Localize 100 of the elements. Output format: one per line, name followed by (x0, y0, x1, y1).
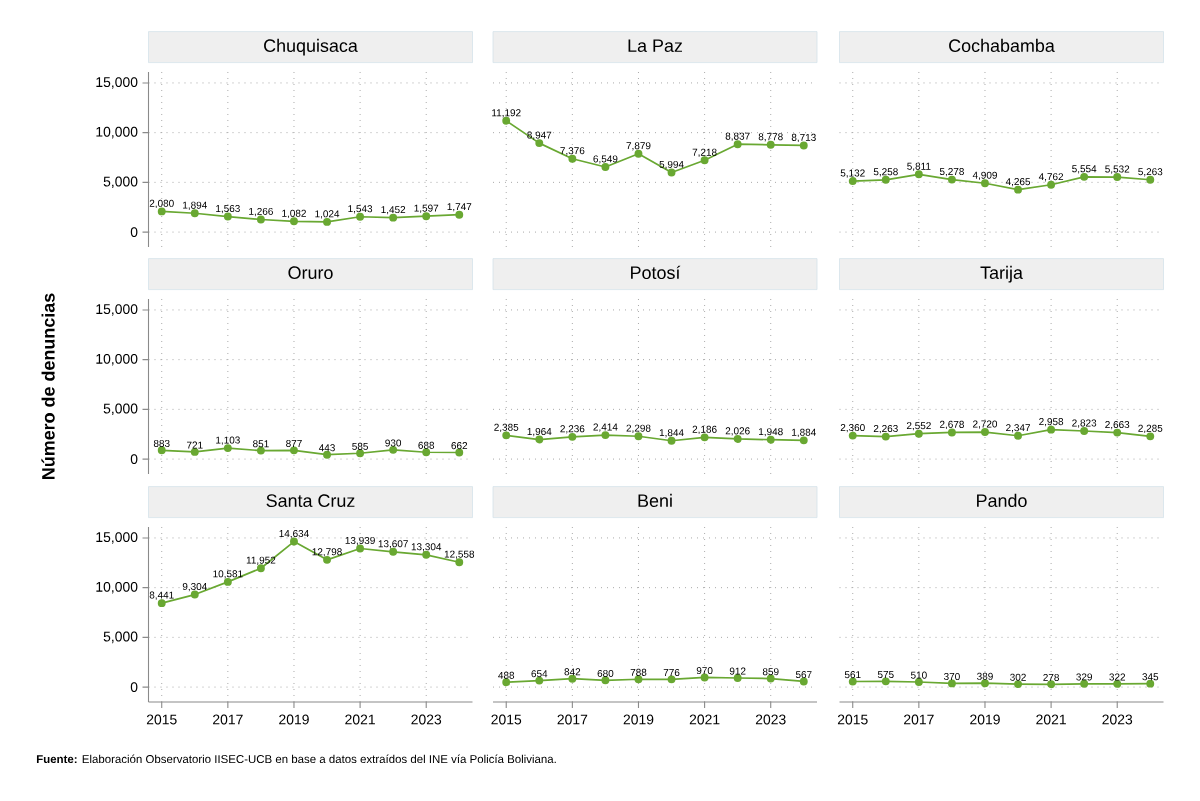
data-label: 1,948 (759, 428, 783, 437)
y-tick-label: 0 (130, 682, 138, 693)
data-label: 4,265 (1005, 178, 1031, 187)
data-label: 4,909 (972, 171, 997, 180)
x-tick-label: 2021 (689, 714, 720, 725)
data-label: 788 (630, 668, 647, 676)
x-tick-label: 2015 (146, 714, 177, 725)
y-tick-label: 5,000 (103, 631, 138, 644)
x-tick-label: 2019 (623, 714, 654, 725)
x-tick-label: 2017 (557, 714, 588, 725)
data-label: 10,581 (213, 570, 243, 579)
data-label: 5,811 (907, 162, 931, 171)
data-label: 859 (762, 668, 779, 676)
chart-title: Tarija (980, 265, 1023, 283)
data-label: 1,082 (282, 209, 306, 218)
data-label: 1,747 (447, 203, 472, 212)
data-label: 721 (186, 441, 203, 449)
chart-title: Cochabamba (949, 38, 1055, 53)
data-label: 575 (877, 671, 894, 679)
y-tick-label: 0 (130, 227, 138, 238)
y-axis-title: Número de denuncias (41, 293, 55, 479)
data-label: 2,186 (692, 425, 717, 434)
data-label: 14,634 (279, 530, 309, 539)
data-label: 5,278 (939, 168, 964, 177)
data-label: 2,414 (593, 423, 618, 432)
data-label: 2,263 (873, 425, 898, 434)
data-label: 2,347 (1006, 424, 1031, 433)
data-label: 443 (318, 444, 335, 452)
x-tick-label: 2015 (837, 714, 868, 725)
data-label: 2,385 (494, 423, 519, 433)
data-label: 2,958 (1039, 418, 1064, 427)
data-label: 680 (597, 669, 614, 677)
data-label: 329 (1076, 673, 1093, 681)
x-tick-label: 2021 (345, 714, 375, 725)
x-tick-label: 2021 (1036, 714, 1066, 725)
data-label: 13,939 (345, 536, 375, 546)
data-label: 5,132 (840, 169, 865, 178)
data-label: 8,713 (791, 133, 816, 143)
data-label: 5,532 (1105, 165, 1130, 174)
data-label: 561 (844, 671, 861, 679)
data-label: 1,597 (414, 204, 439, 213)
data-label: 2,360 (840, 424, 865, 433)
data-label: 2,298 (626, 424, 651, 433)
data-label: 2,080 (149, 199, 174, 209)
y-tick-label: 0 (130, 454, 138, 465)
data-label: 1,884 (792, 428, 816, 437)
data-label: 4,762 (1038, 173, 1064, 182)
y-tick-label: 10,000 (96, 126, 138, 139)
data-label: 278 (1043, 673, 1059, 681)
x-tick-label: 2023 (1102, 714, 1133, 725)
data-label: 776 (663, 668, 680, 677)
data-label: 8,837 (725, 132, 750, 141)
data-label: 322 (1109, 673, 1126, 681)
data-label: 2,678 (939, 420, 964, 430)
chart-title: Santa Cruz (266, 494, 355, 508)
x-tick-label: 2023 (755, 714, 786, 725)
data-label: 7,376 (560, 147, 585, 156)
data-label: 8,778 (758, 133, 783, 142)
data-label: 842 (564, 668, 581, 676)
data-label: 1,844 (659, 429, 684, 438)
data-label: 9,304 (182, 582, 207, 592)
x-tick-label: 2019 (970, 714, 1000, 725)
data-label: 5,258 (873, 168, 898, 177)
data-label: 1,543 (348, 205, 373, 214)
x-tick-label: 2017 (213, 714, 243, 725)
y-tick-label: 15,000 (96, 532, 138, 544)
data-label: 5,994 (659, 160, 684, 170)
data-label: 2,823 (1072, 419, 1097, 428)
data-label: 970 (696, 667, 713, 675)
chart-title: La Paz (628, 39, 683, 53)
data-label: 877 (286, 439, 302, 448)
data-label: 912 (729, 667, 746, 675)
data-label: 654 (531, 670, 548, 678)
data-label: 1,103 (216, 436, 240, 445)
data-label: 7,218 (692, 148, 717, 157)
data-label: 2,236 (560, 425, 585, 434)
data-label: 2,026 (725, 427, 750, 436)
data-label: 389 (977, 672, 993, 680)
data-label: 6,549 (593, 155, 618, 164)
data-label: 302 (1010, 673, 1026, 681)
data-label: 1,964 (527, 427, 552, 437)
data-label: 5,263 (1138, 168, 1163, 177)
y-tick-label: 5,000 (103, 176, 138, 189)
data-label: 13,304 (411, 543, 442, 552)
data-label: 488 (498, 671, 515, 679)
chart-title: Pando (977, 493, 1027, 508)
x-tick-label: 2017 (904, 714, 934, 725)
data-label: 12,798 (312, 548, 342, 557)
data-label: 12,558 (444, 550, 475, 559)
data-label: 567 (795, 671, 812, 679)
x-tick-label: 2023 (411, 714, 442, 725)
data-label: 883 (153, 439, 170, 447)
data-label: 2,285 (1138, 424, 1163, 434)
y-tick-label: 15,000 (96, 77, 138, 89)
data-label: 662 (451, 442, 468, 450)
data-label: 370 (943, 673, 960, 681)
chart-title: Chuquisaca (264, 38, 358, 56)
text: Fuente: Elaboración Observatorio IISEC-UCB en base a datos extraídos del INE vía Policía Boliviana. (36, 754, 556, 764)
y-tick-label: 10,000 (96, 353, 138, 366)
data-label: 1,266 (249, 207, 273, 217)
